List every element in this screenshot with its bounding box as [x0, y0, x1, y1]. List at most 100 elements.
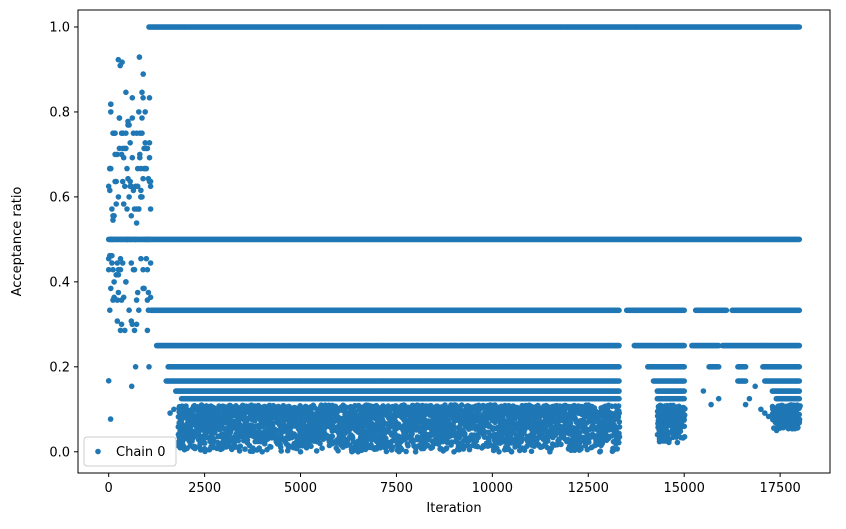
data-point	[742, 378, 749, 384]
data-point	[143, 165, 150, 172]
data-point	[109, 206, 115, 212]
data-point	[136, 109, 142, 115]
data-point	[111, 213, 117, 219]
data-point	[681, 364, 687, 370]
data-point	[129, 95, 136, 101]
data-point	[112, 130, 118, 136]
data-point	[123, 89, 129, 96]
data-point	[109, 260, 115, 266]
data-point	[108, 101, 114, 107]
data-point	[136, 307, 142, 314]
data-point	[123, 279, 129, 285]
data-point	[124, 206, 130, 212]
data-point	[137, 151, 143, 158]
data-point	[796, 236, 803, 243]
data-point	[681, 378, 687, 384]
data-point	[681, 388, 687, 394]
data-point	[127, 140, 133, 146]
data-point	[133, 297, 140, 303]
data-point	[616, 307, 622, 314]
data-point	[113, 201, 119, 207]
data-point	[120, 201, 127, 207]
data-point	[681, 342, 687, 349]
data-point	[681, 395, 687, 402]
data-point	[117, 266, 124, 273]
data-point	[131, 327, 138, 334]
data-point	[116, 115, 123, 121]
data-point	[796, 24, 803, 30]
data-point	[110, 266, 116, 273]
data-point	[123, 130, 129, 136]
data-point	[141, 285, 147, 292]
data-point	[142, 109, 148, 115]
data-point	[140, 95, 146, 101]
data-point	[796, 388, 803, 394]
data-point	[796, 395, 803, 402]
data-point	[616, 364, 622, 370]
data-point	[140, 175, 146, 182]
data-point	[616, 395, 622, 402]
data-point	[616, 342, 622, 349]
data-point	[115, 289, 122, 296]
data-point	[144, 266, 151, 273]
data-point	[109, 252, 115, 259]
data-point	[119, 178, 126, 185]
data-point	[136, 206, 142, 212]
data-points	[105, 24, 803, 455]
data-point	[139, 89, 145, 96]
data-point	[120, 154, 127, 161]
data-point	[138, 187, 144, 194]
data-point	[138, 255, 144, 262]
data-point	[131, 266, 138, 273]
data-point	[127, 236, 133, 243]
data-point	[123, 145, 129, 152]
data-point	[127, 178, 133, 185]
data-point	[108, 165, 114, 172]
data-point	[118, 321, 125, 328]
data-point	[124, 165, 130, 172]
data-point	[132, 236, 139, 243]
data-point	[143, 255, 150, 262]
data-point	[616, 378, 622, 384]
data-point	[113, 178, 119, 185]
data-point	[126, 122, 132, 128]
data-point	[723, 307, 730, 314]
data-point	[107, 307, 113, 314]
data-point	[115, 194, 122, 200]
data-point	[139, 194, 145, 200]
data-point	[139, 130, 145, 136]
data-point	[796, 364, 803, 370]
data-point	[126, 307, 132, 314]
data-point	[796, 307, 803, 314]
data-point	[128, 213, 135, 219]
data-point	[144, 327, 151, 334]
data-point	[113, 236, 119, 243]
data-point	[111, 279, 117, 285]
data-point	[616, 388, 622, 394]
data-point	[134, 289, 141, 296]
data-point	[681, 307, 687, 314]
data-point	[122, 183, 128, 190]
data-point	[107, 187, 113, 194]
data-point	[742, 364, 749, 370]
data-point	[108, 285, 114, 292]
data-point	[129, 154, 136, 161]
data-point	[144, 145, 151, 152]
data-point	[122, 327, 128, 334]
data-point	[133, 321, 140, 328]
data-point	[715, 364, 722, 370]
data-point	[133, 220, 140, 226]
data-point	[128, 260, 135, 266]
data-point	[129, 115, 136, 121]
data-point	[115, 272, 122, 278]
data-point	[118, 236, 125, 243]
data-point	[796, 378, 803, 384]
data-point	[119, 260, 126, 266]
data-point	[796, 342, 803, 349]
data-point	[120, 294, 127, 301]
data-point	[126, 194, 132, 200]
data-point	[139, 115, 145, 121]
data-point	[108, 109, 114, 115]
